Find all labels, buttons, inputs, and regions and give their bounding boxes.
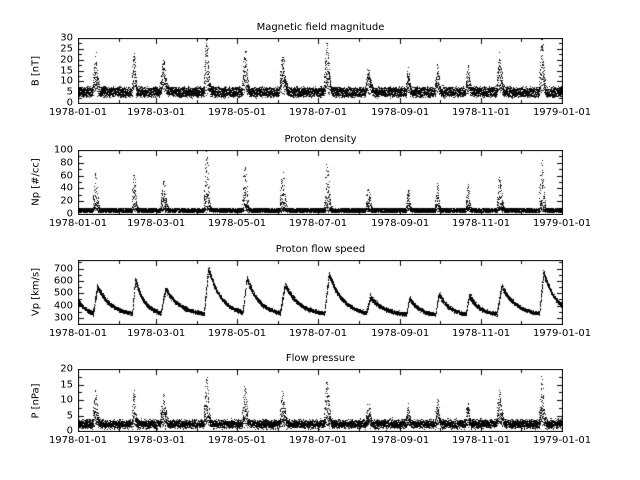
x-tick-label: 1978-07-01 [288,107,348,118]
x-tick-label: 1978-11-01 [452,328,511,339]
y-tick-label: 20 [60,195,73,207]
y-tick-label: 25 [60,43,73,55]
y-tick-label: 10 [60,394,73,406]
panel-title: Proton flow speed [275,244,366,255]
x-tick-label: 1978-09-01 [371,435,430,446]
y-tick-label: 400 [53,300,73,312]
plot-canvas-magnetic-field [78,38,563,104]
x-tick-label: 1978-07-01 [288,328,348,339]
panel-title: Proton density [284,134,357,145]
x-tick-label: 1978-11-01 [452,218,511,229]
x-tick-label: 1978-01-01 [48,328,108,339]
y-tick-label: 20 [60,54,73,66]
y-tick-label: 100 [53,144,73,156]
x-tick-label: 1978-01-01 [48,107,108,118]
y-tick-label: 10 [60,75,73,87]
y-tick-label: 15 [60,379,73,390]
y-tick-label: 80 [60,157,73,169]
x-tick-label: 1978-03-01 [127,107,186,118]
plot-canvas-flow-pressure [78,369,563,432]
y-tick-label: 700 [53,263,73,275]
panel-title: Magnetic field magnitude [256,22,385,33]
x-tick-label: 1978-03-01 [127,435,186,446]
x-tick-label: 1978-05-01 [208,328,267,339]
x-tick-label: 1978-05-01 [208,218,267,229]
x-tick-label: 1978-01-01 [48,218,108,229]
x-tick-label: 1978-09-01 [371,328,430,339]
x-tick-label: 1978-05-01 [208,107,267,118]
x-tick-label: 1978-09-01 [371,218,430,229]
x-tick-label: 1978-03-01 [127,328,186,339]
plot-canvas-flow-speed [78,260,563,325]
y-tick-label: 5 [66,86,73,98]
panel-title: Flow pressure [285,353,356,364]
x-tick-label: 1979-01-01 [532,435,592,446]
y-tick-label: 15 [60,65,73,76]
x-tick-label: 1979-01-01 [532,328,592,339]
x-tick-label: 1978-09-01 [371,107,430,118]
x-tick-label: 1978-07-01 [288,218,348,229]
plot-canvas-proton-density [78,150,563,215]
y-tick-label: 30 [60,32,73,44]
x-tick-label: 1978-11-01 [452,107,511,118]
y-tick-label: 600 [53,275,73,287]
y-tick-label: 500 [53,287,73,299]
y-tick-label: 0 [66,97,73,109]
y-tick-label: 20 [60,363,73,375]
y-tick-label: 5 [66,410,73,421]
x-tick-label: 1979-01-01 [532,218,592,229]
x-tick-label: 1978-05-01 [208,435,267,446]
x-tick-label: 1979-01-01 [532,107,592,118]
x-tick-label: 1978-07-01 [288,435,348,446]
y-tick-label: 0 [66,208,73,220]
x-tick-label: 1978-01-01 [48,435,108,446]
y-tick-label: 40 [60,182,73,194]
x-tick-label: 1978-11-01 [452,435,511,446]
x-tick-label: 1978-03-01 [127,218,186,229]
y-tick-label: 0 [66,425,73,437]
y-tick-label: 300 [53,312,73,324]
y-tick-label: 60 [60,170,73,182]
